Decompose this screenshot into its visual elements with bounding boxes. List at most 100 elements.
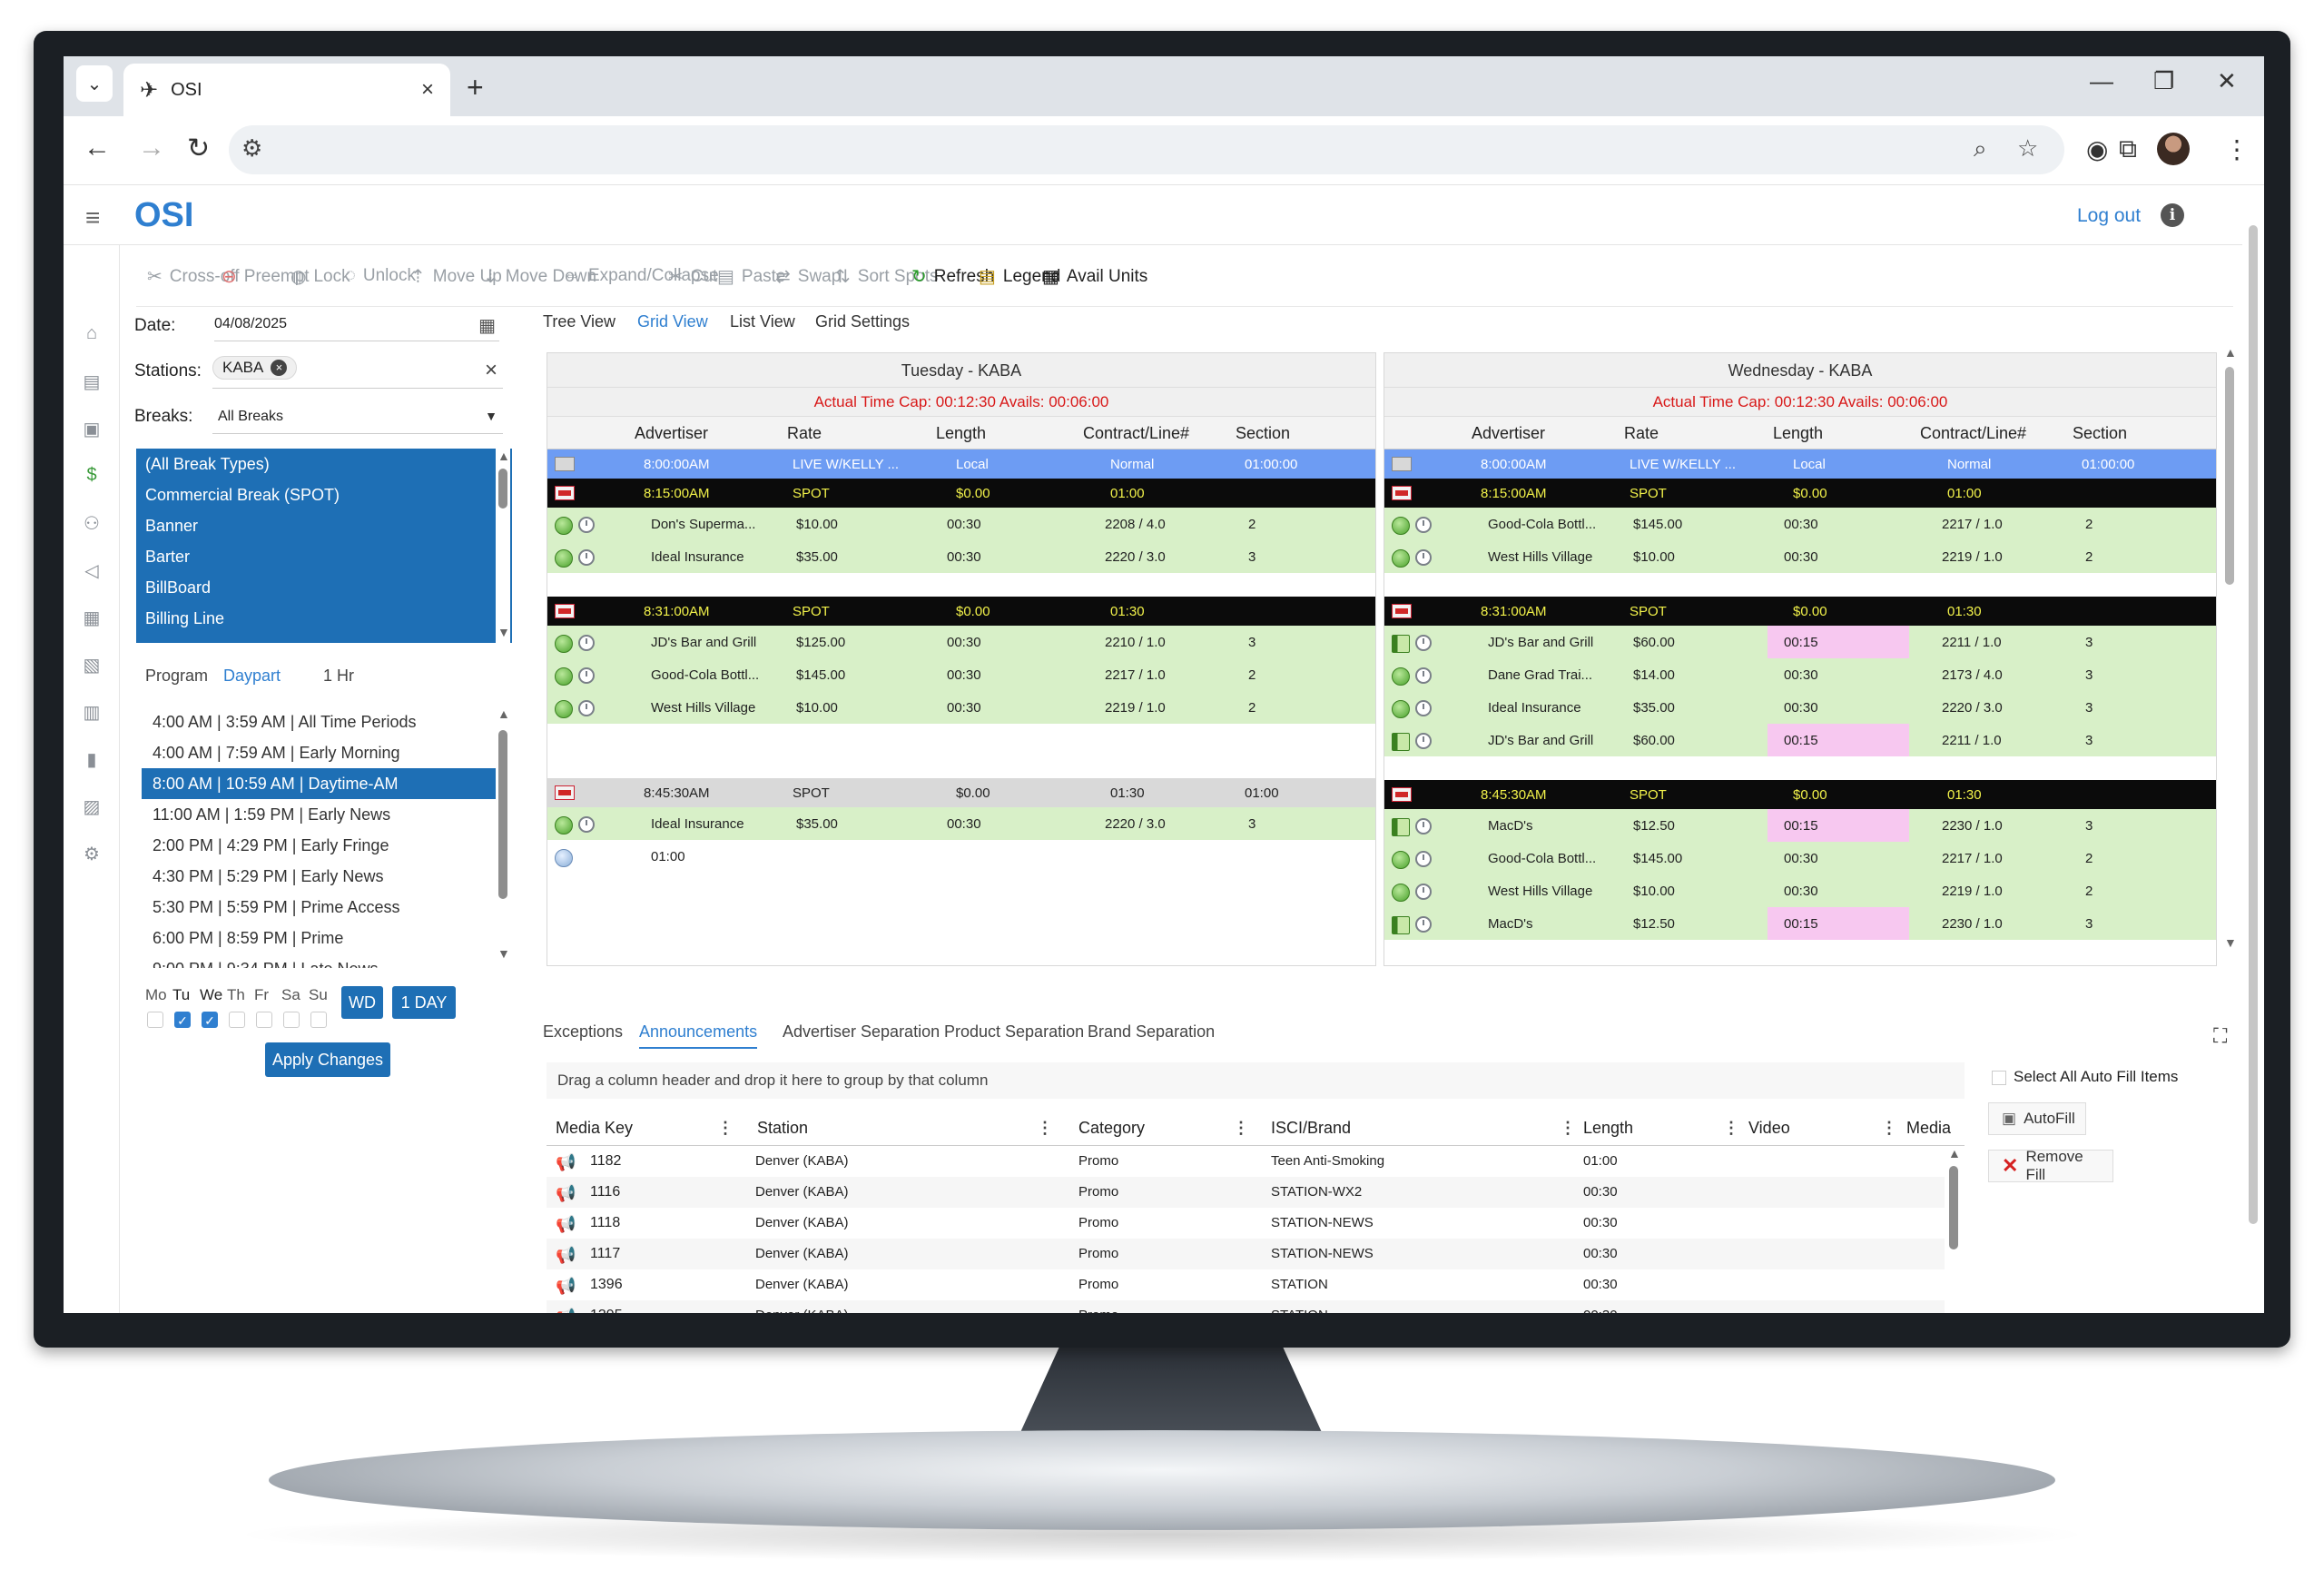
column-contract-line-[interactable]: Contract/Line# (1920, 424, 2027, 442)
column-video[interactable]: Video (1748, 1119, 1790, 1137)
day-checkbox-sa[interactable] (283, 1012, 300, 1028)
day-checkbox-su[interactable] (310, 1012, 327, 1028)
stations-input[interactable]: KABA × × (212, 356, 503, 389)
break-type-item[interactable]: Banner (145, 517, 199, 535)
column-length[interactable]: Length (1583, 1119, 1634, 1137)
tab-program[interactable]: Program (145, 667, 209, 685)
scroll-up-icon[interactable]: ▲ (497, 706, 510, 721)
spot-row[interactable]: Ideal Insurance $35.00 00:30 2220 / 3.0 3 (547, 540, 1375, 573)
day-checkbox-mo[interactable] (147, 1012, 163, 1028)
column-isci-brand[interactable]: ISCI/Brand (1271, 1119, 1352, 1137)
book-spot-icon[interactable] (1392, 916, 1410, 934)
expand-collapse-button[interactable]: ⇔ Expand/Collapse (563, 265, 719, 286)
clock-icon[interactable] (1415, 851, 1432, 867)
new-tab-button[interactable]: + (467, 71, 484, 104)
schedule-icon[interactable]: ▮ (86, 750, 97, 770)
cross-off-button[interactable]: ✂ Cross-off (147, 265, 240, 288)
tab-1-hr[interactable]: 1 Hr (323, 667, 355, 685)
column-menu-icon[interactable]: ⋮ (1037, 1119, 1053, 1137)
daypart-item[interactable]: 4:30 PM | 5:29 PM | Early News (153, 867, 384, 885)
break-row[interactable]: 8:15:00AM SPOT $0.00 01:00 (1384, 479, 2216, 508)
extension-icon[interactable]: ◉ (2086, 135, 2109, 163)
address-bar[interactable]: ⚙ ⌕ ☆ (229, 125, 2064, 174)
reload-button[interactable]: ↻ (187, 133, 211, 163)
clock-icon[interactable] (578, 517, 595, 533)
spot-status-icon[interactable] (555, 635, 573, 653)
day-checkbox-tu[interactable]: ✓ (174, 1012, 191, 1028)
clock-icon[interactable] (578, 635, 595, 651)
sort-spots-button[interactable]: ⇅ Sort Spots (835, 265, 938, 288)
scroll-down-icon[interactable]: ▼ (497, 946, 510, 961)
scroll-up-icon[interactable]: ▲ (2224, 345, 2237, 360)
day-checkbox-th[interactable] (229, 1012, 245, 1028)
clock-icon[interactable] (1415, 549, 1432, 566)
move-down-button[interactable]: ⇣ Move Down (483, 265, 596, 288)
spot-row[interactable]: JD's Bar and Grill $60.00 00:15 2211 / 1.0 3 (1384, 626, 2216, 658)
announcement-row[interactable]: 📢 1116 Denver (KABA) Promo STATION-WX2 00:30 (547, 1177, 1945, 1208)
announcements-icon[interactable]: ◁ (84, 561, 99, 581)
refresh-button[interactable]: ↻ Refresh (911, 265, 994, 288)
unlock-button[interactable]: ◌ Unlock (345, 265, 416, 286)
breaks-select[interactable]: All Breaks ▼ (212, 403, 503, 434)
spot-status-icon[interactable] (555, 549, 573, 568)
move-up-button[interactable]: ⇡ Move Up (410, 265, 502, 288)
column-length[interactable]: Length (1773, 424, 1824, 442)
autofill-button[interactable]: ▣ AutoFill (1988, 1102, 2086, 1135)
column-section[interactable]: Section (2073, 424, 2128, 442)
spot-row[interactable]: 01:00 (547, 840, 1375, 873)
clock-icon[interactable] (1415, 916, 1432, 933)
clock-icon[interactable] (578, 700, 595, 716)
browser-menu-icon[interactable]: ⋮ (2224, 135, 2250, 163)
billing-icon[interactable]: $ (86, 465, 97, 485)
daypart-item[interactable]: 5:30 PM | 5:59 PM | Prime Access (153, 898, 400, 916)
day-checkbox-fr[interactable] (256, 1012, 272, 1028)
calendar-icon[interactable]: ▦ (478, 316, 496, 336)
daypart-list[interactable]: 4:00 AM | 3:59 AM | All Time Periods 4:00… (142, 706, 507, 968)
spot-row[interactable]: Good-Cola Bottl... $145.00 00:30 2217 / 1.0… (1384, 842, 2216, 874)
spot-row[interactable]: MacD's $12.50 00:15 2230 / 1.0 3 (1384, 907, 2216, 940)
daypart-item[interactable]: 8:00 AM | 10:59 AM | Daytime-AM (142, 768, 507, 799)
scroll-up-icon[interactable]: ▲ (1948, 1146, 1961, 1160)
spot-status-icon[interactable] (1392, 851, 1410, 869)
column-station[interactable]: Station (757, 1119, 809, 1137)
spot-row[interactable]: Don's Superma... $10.00 00:30 2208 / 4.0 2 (547, 508, 1375, 540)
tab-list-view[interactable]: List View (730, 312, 795, 331)
users-icon[interactable]: ⚇ (84, 514, 100, 534)
break-types-scrollbar[interactable]: ▲ ▼ (496, 449, 510, 643)
close-tab-icon[interactable]: × (420, 77, 434, 102)
stacks-icon[interactable]: ▦ (83, 608, 101, 628)
info-icon[interactable]: i (2161, 203, 2184, 227)
column-menu-icon[interactable]: ⋮ (1560, 1119, 1576, 1137)
traffic-icon[interactable]: ▤ (83, 372, 101, 392)
scroll-up-icon[interactable]: ▲ (497, 449, 510, 463)
clear-stations-icon[interactable]: × (484, 358, 497, 382)
announcements-scrollbar[interactable]: ▲ (1946, 1146, 1961, 1313)
clock-icon[interactable] (578, 549, 595, 566)
program-row[interactable]: 8:00:00AM LIVE W/KELLY ... Local Normal 01:0… (1384, 449, 2216, 479)
break-types-list[interactable]: (All Break Types) Commercial Break (SPOT)… (136, 449, 512, 643)
book-spot-icon[interactable] (1392, 818, 1410, 836)
book-spot-icon[interactable] (1392, 635, 1410, 653)
page-scrollbar-thumb[interactable] (2249, 225, 2258, 1224)
clock-icon[interactable] (1415, 818, 1432, 835)
hamburger-menu-icon[interactable]: ≡ (85, 203, 101, 232)
column-section[interactable]: Section (1236, 424, 1291, 442)
column-media[interactable]: Media (1906, 1119, 1952, 1137)
tab-tree-view[interactable]: Tree View (543, 312, 616, 331)
break-row[interactable]: 8:45:30AM SPOT $0.00 01:30 (1384, 780, 2216, 809)
break-type-item[interactable]: (All Break Types) (145, 455, 270, 473)
spot-status-icon[interactable] (555, 667, 573, 686)
column-advertiser[interactable]: Advertiser (635, 424, 709, 442)
column-category[interactable]: Category (1078, 1119, 1146, 1137)
program-row[interactable]: 8:00:00AM LIVE W/KELLY ... Local Normal 01:0… (547, 449, 1375, 479)
spot-status-icon[interactable] (1392, 667, 1410, 686)
break-type-item[interactable]: Commercial Break (SPOT) (145, 486, 340, 504)
spot-status-icon[interactable] (1392, 700, 1410, 718)
daypart-item[interactable]: 4:00 AM | 7:59 AM | Early Morning (153, 744, 400, 762)
tab-brand-separation[interactable]: Brand Separation (1088, 1022, 1216, 1041)
column-menu-icon[interactable]: ⋮ (717, 1119, 734, 1137)
forward-button[interactable]: → (138, 133, 165, 163)
extensions-puzzle-icon[interactable]: ⧉ (2119, 134, 2137, 163)
media-icon[interactable]: ▣ (83, 420, 101, 439)
remove-station-icon[interactable]: × (271, 360, 288, 376)
